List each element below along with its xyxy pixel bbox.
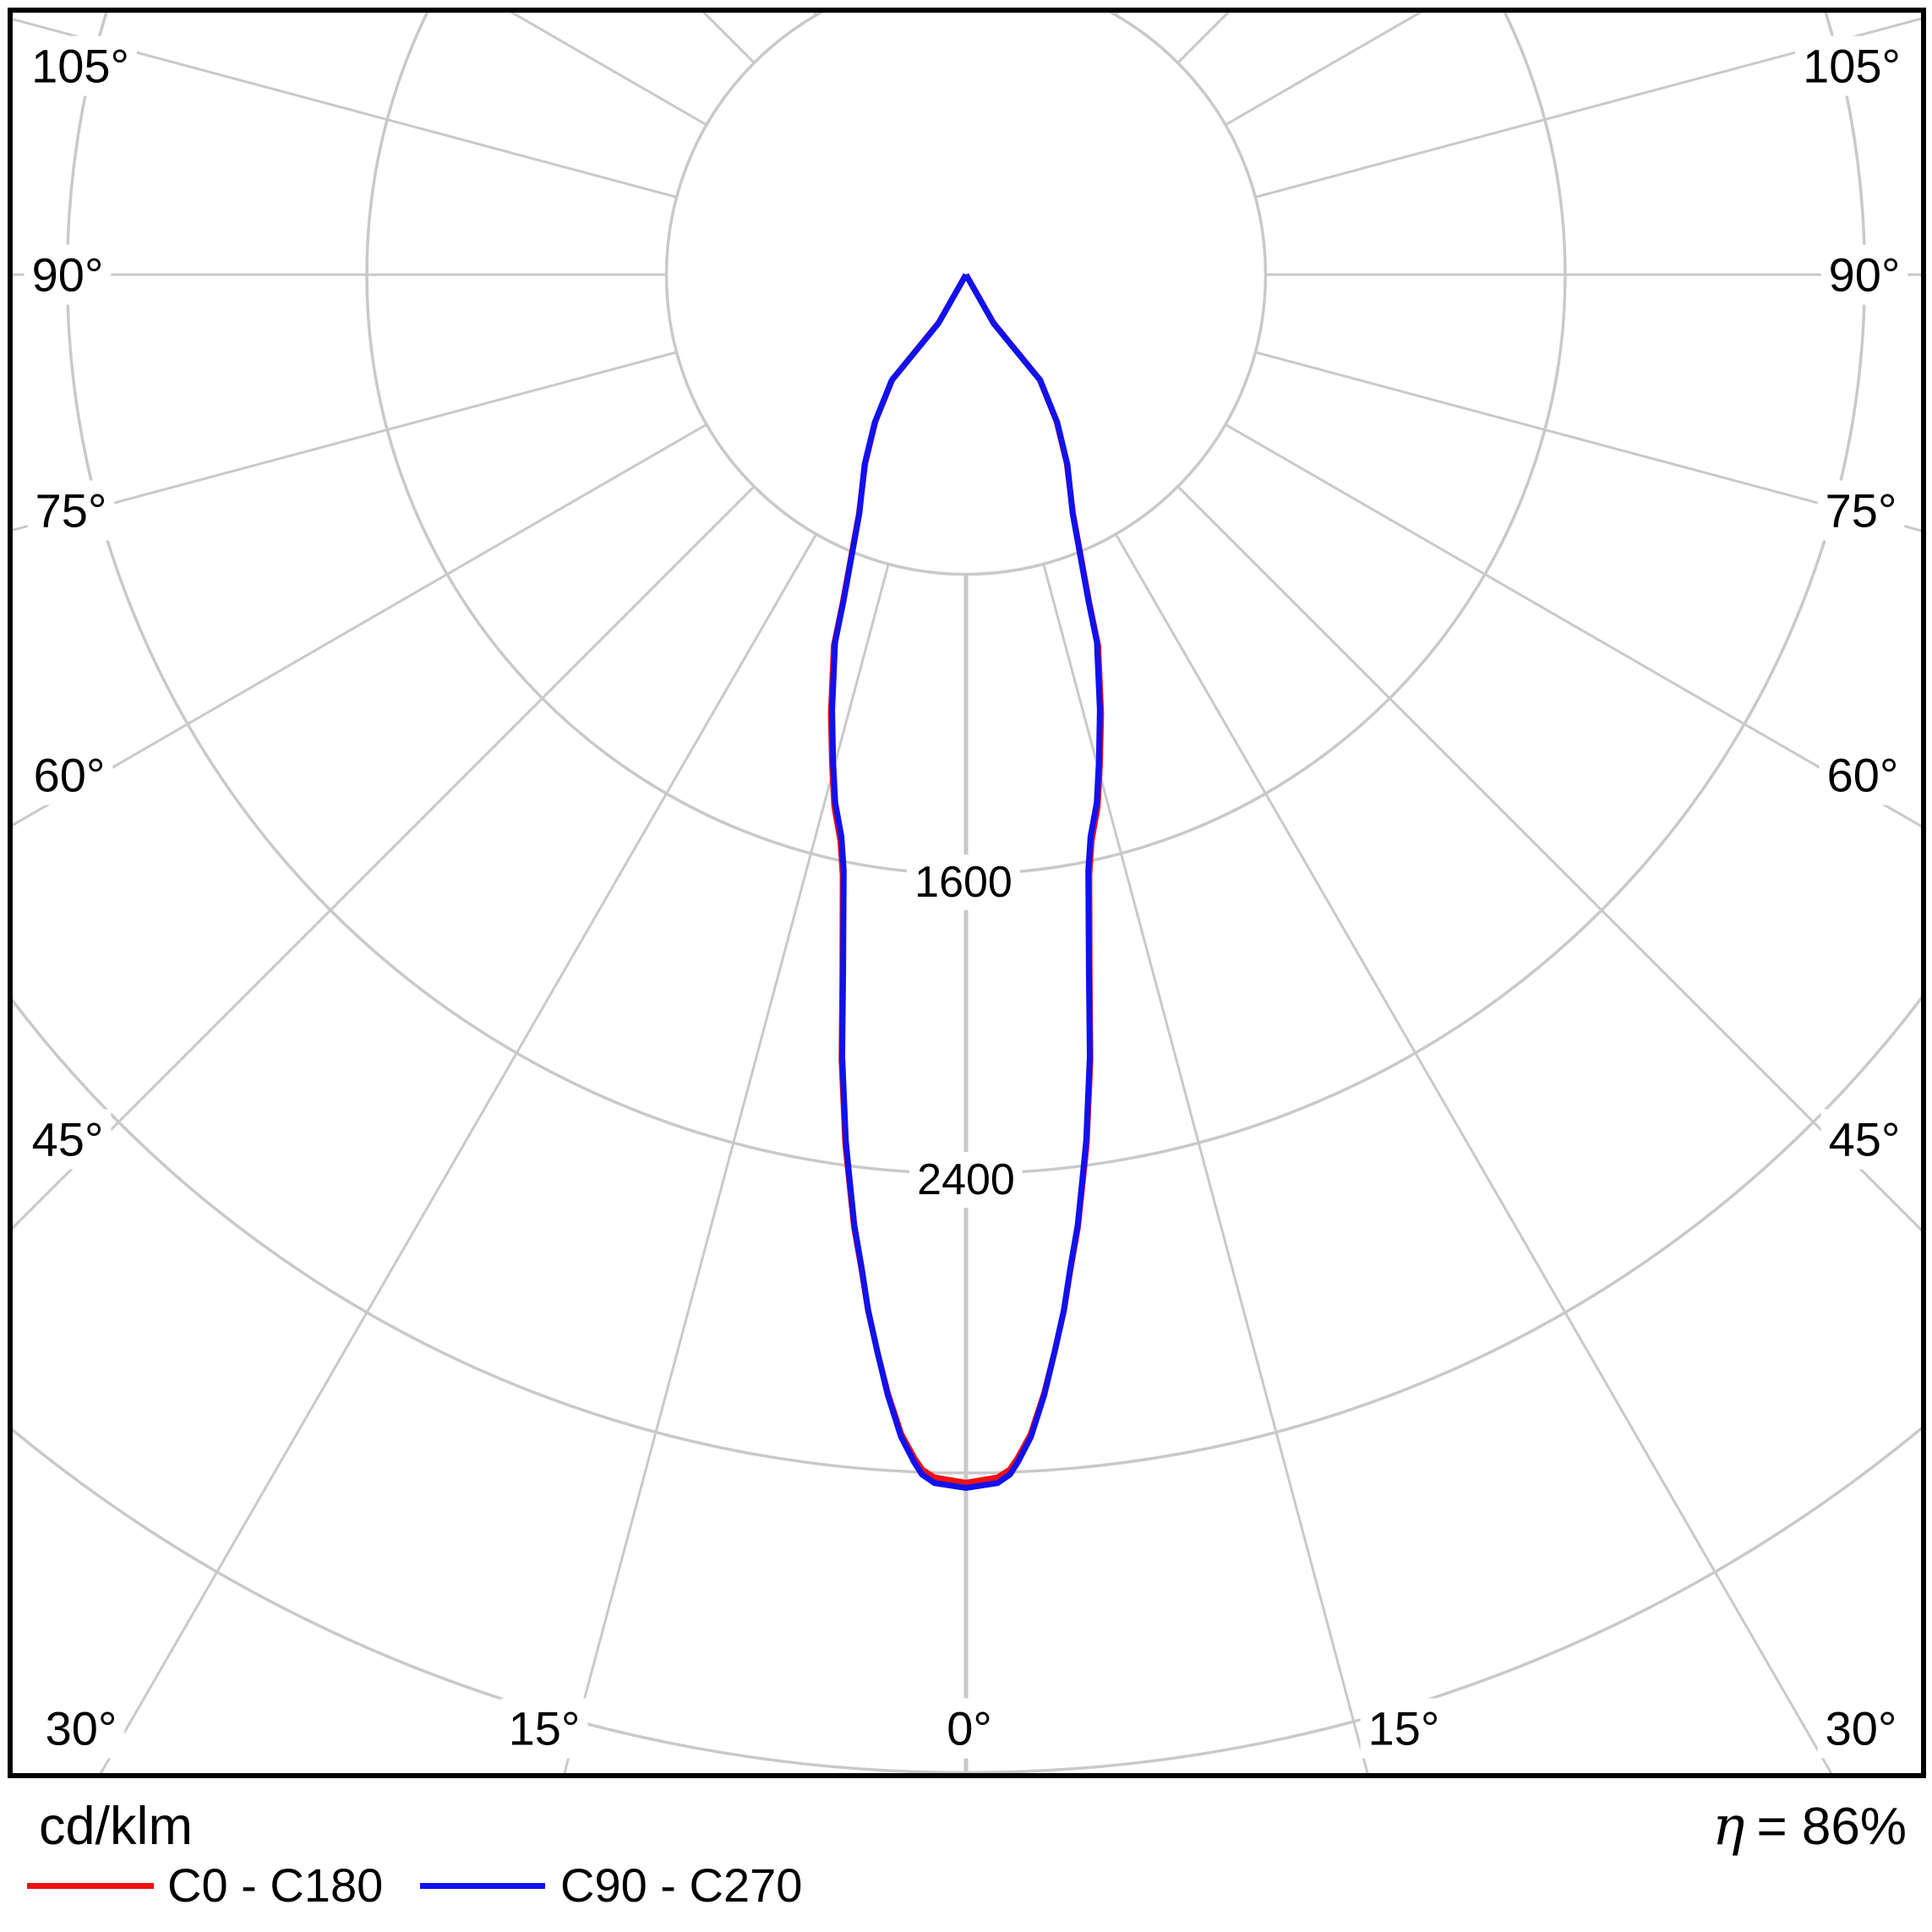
angle-label-7-bg	[939, 1698, 1000, 1759]
spoke-45deg	[1176, 485, 1921, 1232]
radial-label-0: 1600	[914, 858, 1012, 907]
curve-1	[829, 273, 1103, 1492]
angle-label-0-bg	[24, 35, 137, 96]
efficiency-label: η = 86%	[1712, 1798, 1907, 1856]
angle-label-6-bg	[500, 1698, 588, 1759]
angle-label-4-bg	[24, 1109, 112, 1170]
angle-label-5: 30°	[46, 1702, 117, 1755]
angle-label-13: 90°	[1829, 248, 1901, 302]
angle-label-12-bg	[1817, 480, 1905, 541]
spoke--60deg	[13, 423, 707, 827]
angle-label-4: 45°	[32, 1113, 104, 1166]
axis-labels: 105° 90° 75° 60° 45° 30° 15° 0° 15° 30° 45° 60° 75° 9…	[24, 35, 1908, 1759]
plot-border	[8, 8, 1926, 1778]
angle-label-11-bg	[1819, 745, 1907, 805]
angle-label-14-bg	[1795, 35, 1908, 96]
spoke--75deg	[13, 351, 677, 532]
spoke--105deg	[13, 18, 677, 199]
angle-label-12: 75°	[1826, 484, 1897, 538]
legend-swatch-c90-c270	[420, 1883, 545, 1889]
angle-label-11: 60°	[1827, 749, 1899, 802]
spoke--45deg	[13, 485, 756, 1231]
angle-label-8: 15°	[1368, 1702, 1440, 1755]
eta-symbol: η	[1712, 1795, 1745, 1858]
spoke--15deg	[563, 564, 890, 1773]
angle-label-0: 105°	[31, 40, 129, 93]
radial-label-0-bg	[907, 854, 1020, 910]
legend-label-c90-c270: C90 - C270	[560, 1858, 803, 1912]
angle-label-5-bg	[37, 1698, 125, 1759]
spoke-15deg	[1042, 564, 1369, 1773]
intensity-curves	[827, 273, 1105, 1492]
angle-label-10: 45°	[1829, 1113, 1901, 1166]
legend-swatch-c0-c180	[27, 1883, 154, 1889]
angle-label-1-bg	[24, 244, 112, 305]
spoke--30deg	[99, 533, 818, 1773]
angle-label-14: 105°	[1803, 40, 1901, 93]
grid-circle-800	[664, 13, 1268, 576]
angle-label-8-bg	[1360, 1698, 1448, 1759]
angle-label-2: 75°	[35, 484, 107, 538]
angle-label-10-bg	[1820, 1109, 1908, 1170]
angle-label-3: 60°	[34, 749, 106, 802]
angle-label-2-bg	[27, 480, 115, 541]
spoke-75deg	[1255, 351, 1921, 532]
angle-label-3-bg	[25, 745, 113, 805]
angle-label-9-bg	[1817, 1698, 1905, 1759]
spoke-60deg	[1225, 423, 1921, 828]
angle-label-7: 0°	[947, 1702, 992, 1755]
efficiency-value: = 86%	[1756, 1798, 1907, 1856]
angle-label-13-bg	[1820, 244, 1908, 305]
legend-label-c0-c180: C0 - C180	[167, 1858, 384, 1912]
angle-label-1: 90°	[32, 248, 104, 302]
spoke-30deg	[1114, 533, 1833, 1773]
radial-label-1-bg	[909, 1152, 1023, 1208]
radial-label-1: 2400	[917, 1155, 1015, 1204]
angle-label-6: 15°	[509, 1702, 581, 1755]
unit-label: cd/klm	[39, 1797, 194, 1856]
spoke-105deg	[1255, 17, 1921, 199]
angle-label-9: 30°	[1826, 1702, 1897, 1755]
